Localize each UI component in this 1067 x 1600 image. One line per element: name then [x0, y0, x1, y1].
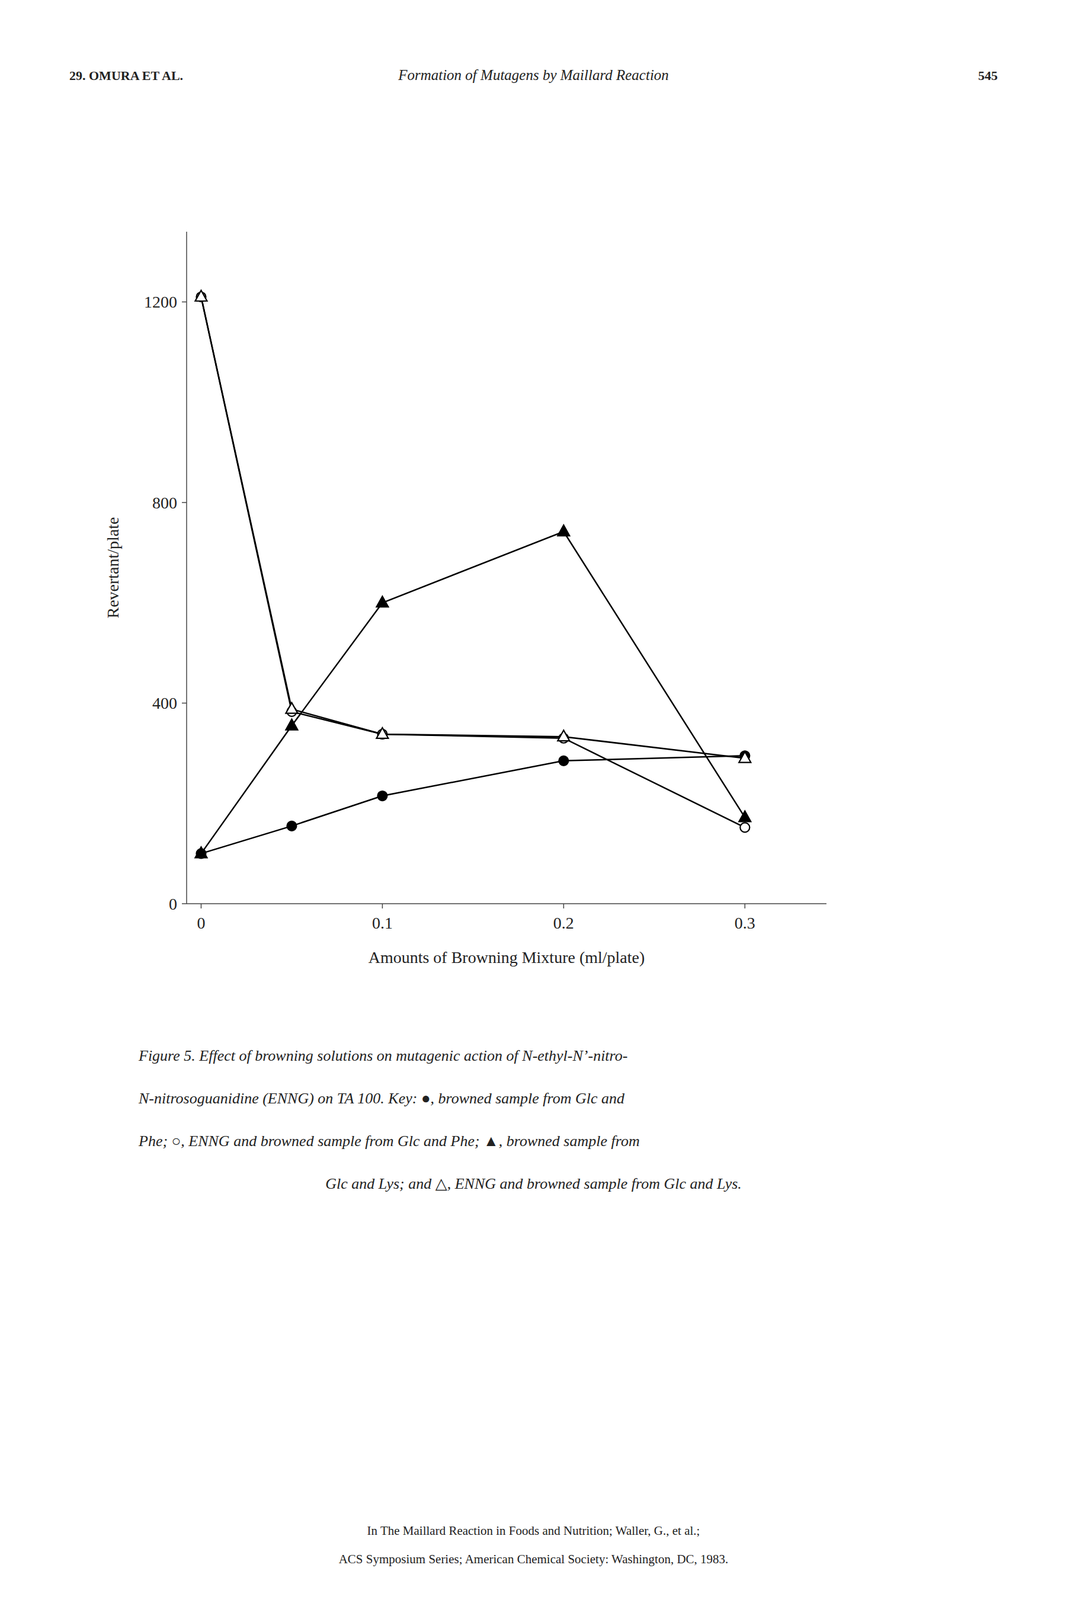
footer-line: ACS Symposium Series; American Chemical … [338, 1551, 729, 1566]
y-tick [181, 902, 187, 905]
x-tick [200, 903, 203, 909]
background [0, 0, 1067, 1600]
header-center: Formation of Mutagens by Maillard Reacti… [397, 66, 669, 83]
y-axis-label: Revertant/plate [103, 516, 123, 618]
plot-area [194, 290, 751, 858]
series-marker [557, 524, 570, 536]
series-marker [739, 822, 750, 832]
series-marker [376, 596, 389, 607]
series-marker [194, 290, 207, 301]
series-line [200, 755, 745, 854]
x-tick-label: 0.2 [553, 913, 575, 932]
caption-line: N-nitrosoguanidine (ENNG) on TA 100. Key… [138, 1089, 626, 1107]
caption-line: Phe; ○, ENNG and browned sample from Glc… [138, 1132, 640, 1150]
series-marker [376, 727, 389, 739]
series-marker [557, 729, 570, 741]
header-right: 545 [978, 68, 998, 83]
y-tick-label: 800 [152, 493, 178, 512]
y-axis-line [186, 231, 188, 904]
caption-line: Figure 5. Effect of browning solutions o… [138, 1046, 628, 1065]
y-tick [181, 301, 187, 303]
y-tick-label: 0 [168, 894, 178, 913]
series-line [200, 296, 745, 828]
series-marker [286, 821, 297, 831]
series-marker [738, 751, 751, 763]
x-tick-label: 0.3 [734, 913, 756, 932]
series-marker [558, 755, 569, 766]
x-axis-line [186, 902, 827, 905]
y-tick [181, 501, 187, 503]
x-tick-label: 0.1 [372, 913, 393, 932]
series-marker [738, 810, 751, 822]
axes: 0 0.1 0.2 0.3 0 400 800 1200 Amounts of Browning… [103, 231, 827, 967]
series-line [200, 296, 745, 759]
footer-line: In The Maillard Reaction in Foods and Nu… [367, 1523, 701, 1538]
series-marker [285, 702, 298, 714]
x-tick [382, 903, 384, 909]
series-marker [377, 790, 387, 801]
x-tick-label: 0 [196, 913, 205, 932]
header-left: 29. OMURA ET AL. [69, 68, 184, 83]
y-tick [181, 702, 187, 704]
x-tick [563, 903, 565, 909]
y-tick-label: 400 [152, 693, 178, 713]
x-axis-label: Amounts of Browning Mixture (ml/plate) [368, 947, 646, 967]
x-tick [744, 903, 746, 909]
series-marker [194, 846, 207, 858]
series-line [200, 531, 745, 854]
caption-line: Glc and Lys; and △, ENNG and browned sam… [325, 1174, 742, 1193]
series-marker [285, 719, 298, 730]
y-tick-label: 1200 [143, 292, 178, 312]
page: 29. OMURA ET AL. Formation of Mutagens by… [0, 0, 1067, 1600]
